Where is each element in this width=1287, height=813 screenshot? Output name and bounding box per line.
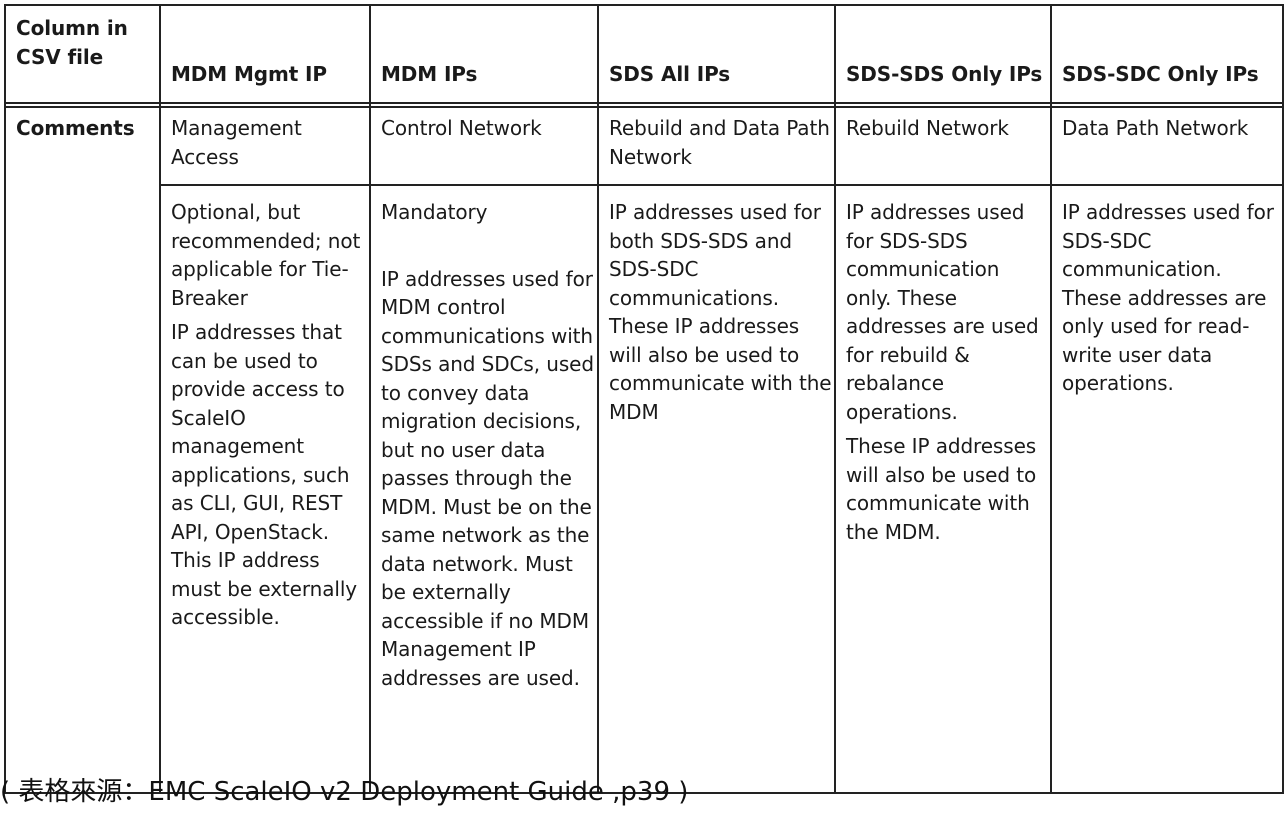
table-header-row: Column in CSV file MDM Mgmt IP MDM IPs S… <box>4 4 1284 104</box>
corner-label: Column in CSV file <box>16 16 128 69</box>
detail-cell-mdm-ips: Mandatory IP addresses used for MDM cont… <box>369 184 599 794</box>
header-label: SDS-SDS Only IPs <box>846 61 1043 86</box>
role-text: Control Network <box>381 116 542 140</box>
separator-cell <box>4 102 161 108</box>
header-sds-all-ips: SDS All IPs <box>597 4 836 104</box>
header-sds-sdc-only-ips: SDS-SDC Only IPs <box>1050 4 1284 104</box>
role-cell-sds-sds-only-ips: Rebuild Network <box>834 106 1052 186</box>
header-label: MDM IPs <box>381 61 478 86</box>
header-label: SDS-SDC Only IPs <box>1062 61 1259 86</box>
header-mdm-ips: MDM IPs <box>369 4 599 104</box>
comments-label-cell: Comments <box>4 106 161 794</box>
corner-label-cell: Column in CSV file <box>4 4 161 104</box>
role-text: Rebuild Network <box>846 116 1009 140</box>
separator-cell <box>597 102 836 108</box>
role-text: Management Access <box>171 116 302 169</box>
detail-paragraph: IP addresses used for both SDS-SDS and S… <box>609 200 832 424</box>
detail-paragraph: IP addresses used for SDS-SDC communicat… <box>1062 200 1274 395</box>
detail-paragraph: Mandatory <box>381 200 488 224</box>
separator-cell <box>159 102 371 108</box>
detail-cell-sds-sdc-only-ips: IP addresses used for SDS-SDC communicat… <box>1050 184 1284 794</box>
header-mdm-mgmt-ip: MDM Mgmt IP <box>159 4 371 104</box>
detail-cell-mdm-mgmt-ip: Optional, but recommended; not applicabl… <box>159 184 371 794</box>
header-label: MDM Mgmt IP <box>171 61 327 86</box>
role-cell-sds-sdc-only-ips: Data Path Network <box>1050 106 1284 186</box>
detail-paragraph: Optional, but recommended; not applicabl… <box>171 200 361 310</box>
table-row-network-role: Comments Management Access Control Netwo… <box>4 106 1284 794</box>
table-row-details: Optional, but recommended; not applicabl… <box>5 184 1284 794</box>
separator-cell <box>369 102 599 108</box>
detail-paragraph: IP addresses used for SDS-SDS communicat… <box>846 200 1039 424</box>
csv-columns-table: Column in CSV file MDM Mgmt IP MDM IPs S… <box>4 4 1284 794</box>
detail-paragraph: IP addresses that can be used to provide… <box>171 320 358 629</box>
header-label: SDS All IPs <box>609 61 731 86</box>
role-cell-mdm-mgmt-ip: Management Access <box>159 106 371 186</box>
role-cell-sds-all-ips: Rebuild and Data Path Network <box>597 106 836 186</box>
separator-cell <box>1050 102 1284 108</box>
detail-paragraph: These IP addresses will also be used to … <box>846 434 1037 544</box>
table-separator-row <box>4 102 1284 108</box>
header-sds-sds-only-ips: SDS-SDS Only IPs <box>834 4 1052 104</box>
row-label: Comments <box>16 116 135 140</box>
detail-paragraph: IP addresses used for MDM control commun… <box>381 266 594 690</box>
role-cell-mdm-ips: Control Network <box>369 106 599 186</box>
role-text: Data Path Network <box>1062 116 1249 140</box>
table-source-caption: ( 表格來源：EMC ScaleIO v2 Deployment Guide ,… <box>0 777 689 807</box>
detail-cell-sds-all-ips: IP addresses used for both SDS-SDS and S… <box>597 184 836 794</box>
detail-cell-sds-sds-only-ips: IP addresses used for SDS-SDS communicat… <box>834 184 1052 794</box>
separator-cell <box>834 102 1052 108</box>
role-text: Rebuild and Data Path Network <box>609 116 830 169</box>
